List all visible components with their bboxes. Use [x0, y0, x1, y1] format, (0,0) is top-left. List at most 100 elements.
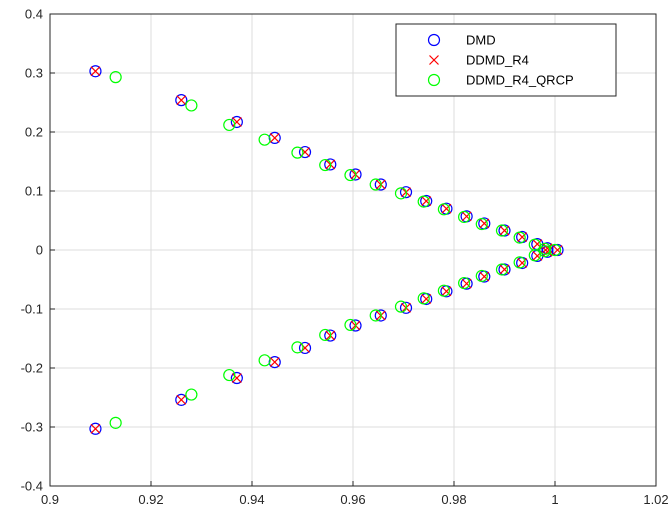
series-2-point	[417, 195, 430, 208]
series-2-point	[109, 71, 122, 84]
series-2-point	[223, 118, 236, 132]
legend-marker-0	[427, 33, 441, 47]
x-tick-label: 1	[551, 492, 558, 507]
y-tick-label: -0.3	[21, 420, 43, 435]
series-1-point	[552, 245, 563, 255]
series-0-point	[399, 186, 413, 199]
x-tick-label: 0.94	[239, 492, 264, 507]
x-marker-stroke	[517, 232, 528, 242]
series-0-point	[399, 301, 413, 314]
series-1-point	[90, 66, 101, 77]
series-2-point	[475, 217, 488, 231]
series-2-point	[394, 187, 408, 200]
y-tick-label: -0.2	[21, 361, 43, 376]
legend: DMD DDMD_R4 DDMD_R4_QRCP	[395, 23, 617, 97]
series-2-point	[344, 168, 357, 182]
x-marker-stroke	[499, 225, 510, 236]
legend-label: DMD	[466, 33, 496, 48]
x-marker-stroke	[461, 211, 472, 222]
x-marker-stroke	[176, 95, 187, 106]
series-2-point	[291, 341, 304, 354]
x-marker-stroke	[269, 132, 280, 143]
series-2-point	[223, 368, 236, 382]
series-0-point	[324, 329, 337, 342]
x-tick-label: 1.02	[643, 492, 668, 507]
series-1-point	[499, 225, 510, 236]
series-2-point	[185, 99, 198, 112]
legend-label: DDMD_R4_QRCP	[466, 73, 574, 88]
y-tick-label: 0.4	[25, 7, 43, 22]
x-marker-stroke	[90, 423, 101, 434]
x-marker-stroke	[479, 218, 490, 229]
x-marker-stroke	[421, 196, 432, 206]
series-2-point	[458, 210, 471, 224]
series-1-point	[176, 95, 187, 106]
x-tick-label: 0.96	[340, 492, 365, 507]
x-marker-stroke	[231, 117, 242, 127]
series-0-point	[175, 393, 188, 406]
series-0-point	[230, 115, 243, 129]
y-tick-label: 0.2	[25, 125, 43, 140]
series-0-point	[298, 145, 312, 159]
series-2-point	[291, 146, 304, 159]
series-2-point	[258, 354, 271, 367]
series-2-point	[437, 284, 450, 297]
series-2-point	[109, 416, 122, 429]
y-tick-label: -0.1	[21, 302, 43, 317]
x-marker-stroke	[176, 394, 187, 405]
series-2-markers	[109, 71, 562, 429]
series-0-point	[349, 168, 362, 181]
x-marker-stroke	[542, 243, 553, 254]
series-1-point	[499, 264, 510, 275]
series-2-point	[495, 224, 509, 237]
data-markers	[89, 65, 564, 435]
y-tick-label: -0.4	[21, 479, 43, 494]
y-tick-label: 0.3	[25, 66, 43, 81]
series-2-point	[513, 231, 526, 244]
x-marker-stroke	[499, 264, 510, 275]
series-0-point	[89, 65, 102, 78]
series-0-point	[230, 371, 243, 385]
x-tick-label: 0.98	[441, 492, 466, 507]
x-marker-stroke	[552, 245, 563, 255]
series-2-point	[369, 178, 382, 191]
series-0-point	[89, 422, 102, 435]
y-tick-label: 0.1	[25, 184, 43, 199]
series-2-point	[369, 309, 382, 322]
series-2-point	[185, 388, 198, 401]
series-1-point	[269, 357, 280, 368]
series-2-point	[437, 203, 450, 216]
x-tick-label: 0.92	[138, 492, 163, 507]
axes-box	[49, 13, 657, 487]
series-2-point	[319, 158, 332, 172]
series-0-point	[374, 309, 387, 322]
series-2-point	[528, 249, 541, 262]
series-2-point	[458, 276, 471, 290]
series-2-point	[513, 256, 526, 269]
series-2-point	[344, 318, 357, 332]
legend-marker-2	[427, 73, 441, 87]
series-1-point	[231, 373, 242, 383]
legend-box	[395, 23, 617, 97]
series-2-point	[258, 133, 271, 146]
series-0-point	[298, 341, 312, 355]
x-marker-stroke	[90, 66, 101, 77]
legend-marker-1	[429, 55, 439, 65]
series-2-point	[538, 245, 552, 258]
series-0-point	[349, 319, 362, 332]
x-marker-stroke	[269, 357, 280, 368]
series-1-point	[90, 423, 101, 434]
series-2-point	[417, 292, 430, 305]
series-0-point	[374, 178, 387, 191]
series-2-point	[475, 269, 488, 283]
series-2-point	[495, 263, 509, 276]
series-1-point	[176, 394, 187, 405]
series-0-point	[175, 94, 188, 107]
series-1-point	[231, 117, 242, 127]
x-tick-label: 0.9	[41, 492, 59, 507]
x-marker-stroke	[429, 55, 439, 65]
series-2-point	[394, 300, 408, 313]
x-marker-stroke	[441, 203, 452, 214]
